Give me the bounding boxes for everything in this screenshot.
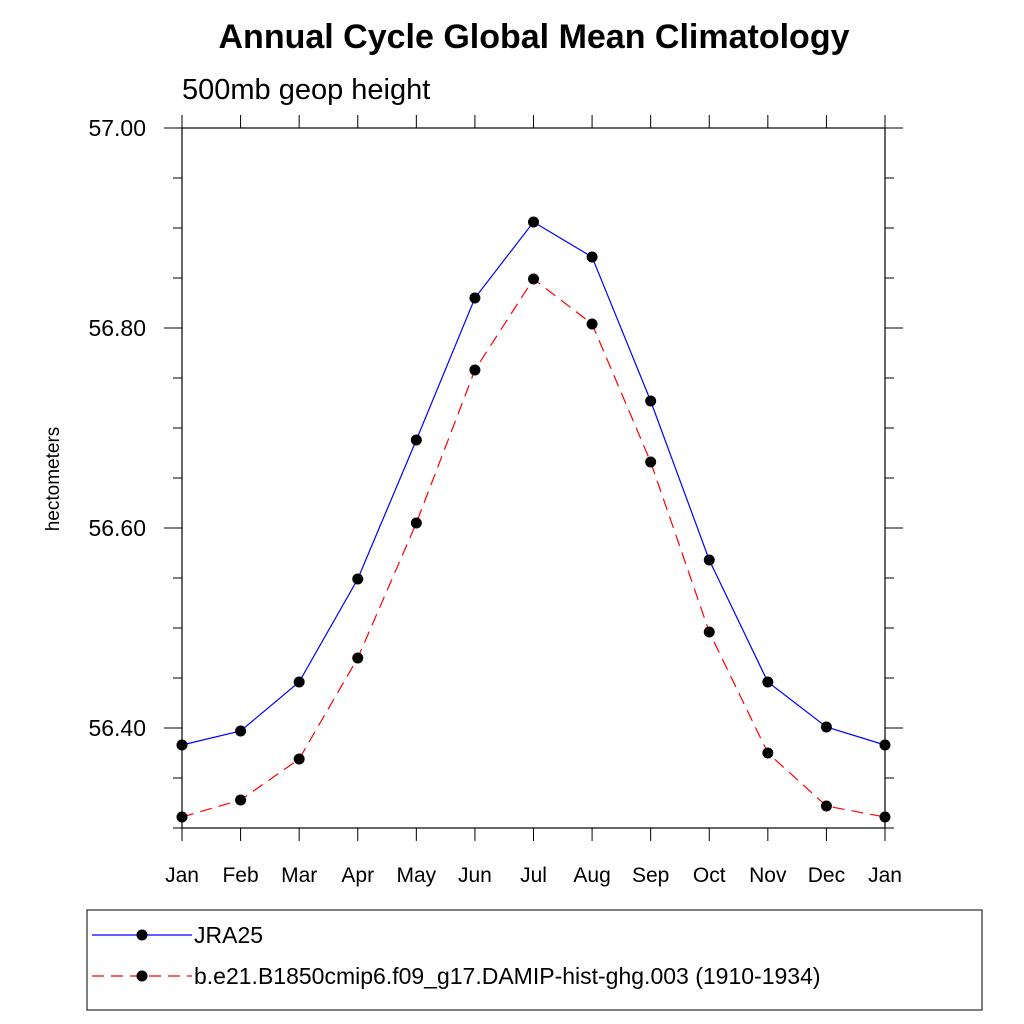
data-point: [176, 811, 188, 823]
data-point: [762, 747, 774, 759]
data-point: [469, 364, 481, 376]
legend-marker: [136, 970, 148, 982]
x-tick-label: Feb: [222, 864, 258, 887]
data-point: [762, 676, 774, 688]
data-point: [410, 434, 422, 446]
series-line-2: [181, 278, 886, 818]
data-point: [469, 292, 481, 304]
legend-marker: [136, 929, 148, 941]
chart-subtitle: 500mb geop height: [182, 74, 430, 106]
data-point: [820, 800, 832, 812]
data-point: [879, 739, 891, 751]
axes: Jan Feb Mar Apr May Jun Jul Aug Sep Oct Nov Dec Jan 5…: [88, 115, 903, 887]
data-point: [703, 626, 715, 638]
x-tick-label: Mar: [281, 864, 317, 887]
data-point: [410, 517, 422, 529]
data-point: [645, 456, 657, 468]
x-tick-label: Aug: [573, 864, 610, 887]
x-tick-label: Nov: [749, 864, 787, 887]
y-tick-label: 56.80: [88, 315, 146, 341]
x-tick-label: Jan: [165, 864, 199, 887]
data-point: [528, 273, 539, 285]
legend-label: JRA25: [194, 922, 263, 948]
x-tick-label: Sep: [632, 864, 669, 887]
x-tick-label: Jun: [458, 864, 492, 887]
data-point: [352, 573, 364, 585]
data-point: [586, 318, 598, 330]
x-tick-label: Dec: [808, 864, 845, 887]
data-point: [293, 676, 305, 688]
data-point: [879, 811, 891, 823]
chart-title: Annual Cycle Global Mean Climatology: [219, 18, 850, 56]
data-point: [293, 753, 305, 765]
x-tick-label: Jul: [520, 864, 547, 887]
data-point: [820, 721, 832, 733]
y-axis-label: hectometers: [43, 427, 64, 532]
data-point: [176, 739, 188, 751]
y-tick-label: 57.00: [88, 115, 146, 141]
data-point: [352, 652, 364, 664]
legend-label: b.e21.B1850cmip6.f09_g17.DAMIP-hist-ghg.…: [194, 963, 821, 989]
x-tick-label: Apr: [341, 864, 374, 887]
series-layer: [176, 216, 891, 823]
x-tick-label: May: [396, 864, 436, 887]
data-point: [235, 794, 247, 806]
x-tick-label: Jan: [868, 864, 902, 887]
data-point: [528, 216, 539, 228]
data-point: [703, 554, 715, 566]
legend: JRA25 b.e21.B1850cmip6.f09_g17.DAMIP-hist…: [86, 909, 983, 1011]
data-point: [235, 725, 247, 737]
plot-frame: [181, 127, 886, 829]
x-tick-label: Oct: [693, 864, 726, 887]
data-point: [586, 251, 598, 263]
y-tick-label: 56.40: [88, 715, 146, 741]
legend-box: [86, 909, 983, 1011]
y-tick-label: 56.60: [88, 515, 146, 541]
series-line-1: [181, 221, 886, 746]
data-point: [645, 395, 657, 407]
